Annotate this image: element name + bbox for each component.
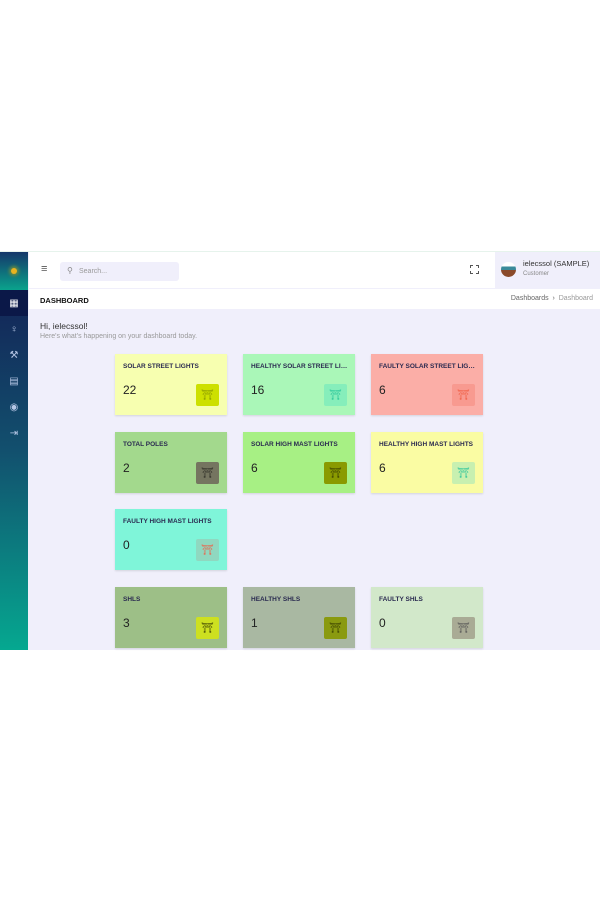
street-light-icon: ⛩: [324, 384, 347, 406]
stat-card[interactable]: HEALTHY HIGH MAST LIGHTS 6 ⛩: [371, 432, 483, 493]
street-light-icon: ⛩: [196, 384, 219, 406]
sidebar: ▦ ♀ ⚒ ▤ ◉ ⇥: [0, 252, 28, 650]
stat-card-label: TOTAL POLES: [123, 441, 168, 448]
report-icon: ▤: [9, 375, 19, 387]
stat-card[interactable]: SOLAR HIGH MAST LIGHTS 6 ⛩: [243, 432, 355, 493]
stat-card-value: 6: [379, 383, 386, 397]
lightbulb-icon: ♀: [10, 323, 18, 335]
stat-card-label: SOLAR HIGH MAST LIGHTS: [251, 441, 338, 448]
sidebar-item-maintenance[interactable]: ⚒: [0, 342, 28, 368]
sidebar-item-reports[interactable]: ▤: [0, 368, 28, 394]
header: ≡ ⚲ Search... ielecssol (SAMPLE) Customer: [29, 252, 600, 288]
search-icon: ⚲: [67, 266, 73, 275]
sidebar-item-lights[interactable]: ♀: [0, 316, 28, 342]
user-name: ielecssol (SAMPLE): [523, 259, 590, 268]
logo: [0, 252, 28, 290]
page-title: DASHBOARD: [40, 296, 89, 305]
logout-icon: ⇥: [9, 427, 19, 439]
stat-card[interactable]: TOTAL POLES 2 ⛩: [115, 432, 227, 493]
stat-card[interactable]: FAULTY HIGH MAST LIGHTS 0 ⛩: [115, 509, 227, 570]
street-light-icon: ⛩: [452, 617, 475, 639]
breadcrumb-current: Dashboard: [558, 295, 593, 302]
avatar: [501, 262, 516, 277]
sidebar-item-logout[interactable]: ⇥: [0, 420, 28, 446]
stat-card-label: FAULTY HIGH MAST LIGHTS: [123, 518, 212, 525]
fullscreen-icon[interactable]: [470, 265, 479, 274]
sidebar-item-profile[interactable]: ◉: [0, 394, 28, 420]
wrench-icon: ⚒: [9, 349, 19, 361]
stat-card-label: SHLS: [123, 596, 141, 603]
search-input[interactable]: ⚲ Search...: [60, 262, 179, 281]
stat-card[interactable]: HEALTHY SHLS 1 ⛩: [243, 587, 355, 648]
search-placeholder: Search...: [79, 268, 108, 275]
street-light-icon: ⛩: [452, 462, 475, 484]
street-light-icon: ⛩: [452, 384, 475, 406]
dashboard-icon: ▦: [9, 297, 19, 309]
street-light-icon: ⛩: [196, 539, 219, 561]
stat-card[interactable]: FAULTY SHLS 0 ⛩: [371, 587, 483, 648]
street-light-icon: ⛩: [196, 617, 219, 639]
stat-card-value: 6: [251, 461, 258, 475]
stat-card-value: 2: [123, 461, 130, 475]
stat-card-label: SOLAR STREET LIGHTS: [123, 363, 199, 370]
street-light-icon: ⛩: [324, 617, 347, 639]
stat-card-value: 6: [379, 461, 386, 475]
stat-card-label: HEALTHY SHLS: [251, 596, 301, 603]
stat-card-label: HEALTHY HIGH MAST LIGHTS: [379, 441, 474, 448]
stat-card-label: FAULTY SHLS: [379, 596, 423, 603]
stat-card-value: 16: [251, 383, 265, 397]
street-light-icon: ⛩: [324, 462, 347, 484]
stat-card[interactable]: HEALTHY SOLAR STREET LIGHTS 16 ⛩: [243, 354, 355, 415]
breadcrumb-bar: DASHBOARD Dashboards › Dashboard: [29, 289, 600, 309]
stat-card-value: 22: [123, 383, 137, 397]
user-menu[interactable]: ielecssol (SAMPLE) Customer: [495, 252, 600, 288]
breadcrumb: Dashboards › Dashboard: [511, 295, 593, 302]
chevron-right-icon: ›: [550, 295, 559, 302]
stat-card-value: 0: [123, 538, 130, 552]
user-circle-icon: ◉: [9, 401, 19, 413]
sidebar-item-dashboard[interactable]: ▦: [0, 290, 28, 316]
stat-card-value: 0: [379, 616, 386, 630]
app: ▦ ♀ ⚒ ▤ ◉ ⇥ ≡ ⚲ Search... ielecssol (SAMP…: [0, 251, 600, 650]
user-role: Customer: [523, 271, 550, 277]
stat-card[interactable]: SHLS 3 ⛩: [115, 587, 227, 648]
breadcrumb-dashboards[interactable]: Dashboards: [510, 295, 549, 302]
stat-card-label: HEALTHY SOLAR STREET LIGHTS: [251, 363, 349, 370]
stat-card[interactable]: FAULTY SOLAR STREET LIGHTS 6 ⛩: [371, 354, 483, 415]
stat-card[interactable]: SOLAR STREET LIGHTS 22 ⛩: [115, 354, 227, 415]
menu-toggle-icon[interactable]: ≡: [41, 263, 48, 275]
street-light-icon: ⛩: [196, 462, 219, 484]
greeting-title: Hi, ielecssol!: [40, 321, 88, 331]
sun-logo-icon: [11, 268, 17, 274]
stat-card-value: 3: [123, 616, 130, 630]
greeting-subtitle: Here's what's happening on your dashboar…: [40, 333, 198, 340]
stat-card-value: 1: [251, 616, 258, 630]
stat-card-label: FAULTY SOLAR STREET LIGHTS: [379, 363, 477, 370]
